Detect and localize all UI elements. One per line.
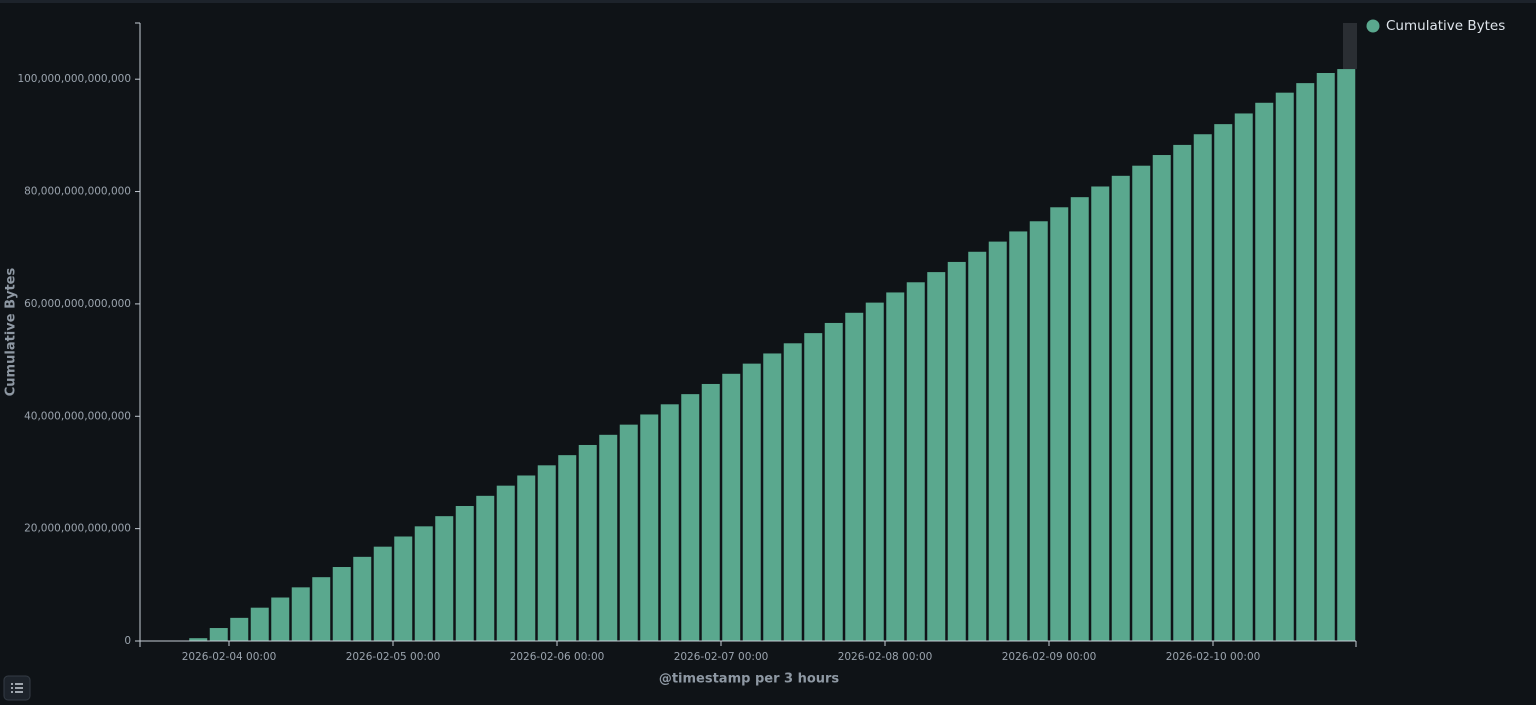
bar: [824, 322, 843, 641]
bar: [1255, 102, 1274, 641]
bar: [640, 414, 659, 641]
y-tick-label: 20,000,000,000,000: [24, 523, 131, 535]
bar: [681, 394, 700, 641]
bar: [332, 567, 351, 641]
bar: [619, 424, 638, 641]
bar: [537, 465, 556, 641]
bar: [230, 617, 249, 641]
bar: [865, 302, 884, 641]
bar: [599, 434, 618, 641]
bar: [947, 261, 966, 641]
bar: [886, 292, 905, 641]
bar: [1152, 155, 1171, 641]
bar: [1296, 83, 1315, 641]
bar: [291, 587, 310, 641]
bar: [250, 607, 269, 641]
legend-toggle[interactable]: [3, 675, 31, 701]
bar: [558, 455, 577, 641]
y-tick-label: 0: [124, 635, 131, 647]
bar: [1091, 186, 1110, 642]
bar: [906, 282, 925, 641]
bar: [209, 628, 228, 641]
bar: [1193, 134, 1212, 642]
bar: [783, 343, 802, 641]
bar: [742, 363, 761, 641]
bar: [1132, 165, 1151, 641]
bar: [1234, 113, 1253, 641]
x-tick-label: 2026-02-08 00:00: [838, 651, 933, 663]
x-axis-title: @timestamp per 3 hours: [659, 672, 840, 687]
bar: [455, 505, 474, 641]
bar: [1009, 231, 1028, 641]
bar: [1111, 175, 1130, 641]
bar: [845, 312, 864, 641]
y-tick-label: 80,000,000,000,000: [24, 186, 131, 198]
x-tick-label: 2026-02-06 00:00: [510, 651, 605, 663]
bar: [517, 475, 536, 641]
bar: [701, 383, 720, 641]
bar: [968, 251, 987, 641]
bar: [271, 597, 290, 641]
y-tick-label: 40,000,000,000,000: [24, 410, 131, 422]
bar: [1214, 124, 1233, 642]
bar: [1337, 69, 1356, 641]
y-tick-label: 60,000,000,000,000: [24, 298, 131, 310]
bar: [1316, 73, 1335, 641]
x-tick-label: 2026-02-04 00:00: [182, 651, 277, 663]
bar: [763, 353, 782, 641]
top-border: [0, 0, 1536, 3]
x-tick-label: 2026-02-10 00:00: [1166, 651, 1261, 663]
bar: [988, 241, 1007, 641]
bar: [578, 444, 597, 641]
bar: [353, 556, 372, 641]
bar: [414, 526, 433, 641]
legend-label: Cumulative Bytes: [1386, 18, 1505, 34]
bar: [1050, 207, 1069, 641]
bar: [927, 272, 946, 641]
bar: [394, 536, 413, 641]
bar: [189, 638, 208, 641]
bar: [1275, 92, 1294, 641]
bar: [496, 485, 515, 641]
partial-bucket-highlight: [1343, 23, 1357, 69]
bar: [1029, 221, 1048, 642]
bar: [1070, 197, 1089, 641]
bar: [804, 333, 823, 641]
bar: [312, 577, 331, 641]
x-tick-label: 2026-02-09 00:00: [1002, 651, 1097, 663]
x-tick-label: 2026-02-05 00:00: [346, 651, 441, 663]
legend-swatch: [1366, 19, 1380, 33]
bar: [435, 516, 454, 641]
bar: [373, 546, 392, 641]
bar: [722, 373, 741, 641]
bar: [1173, 144, 1192, 641]
bar: [476, 495, 495, 641]
y-tick-label: 100,000,000,000,000: [17, 73, 131, 85]
bar: [660, 404, 679, 641]
x-tick-label: 2026-02-07 00:00: [674, 651, 769, 663]
y-axis-title: Cumulative Bytes: [4, 268, 19, 397]
